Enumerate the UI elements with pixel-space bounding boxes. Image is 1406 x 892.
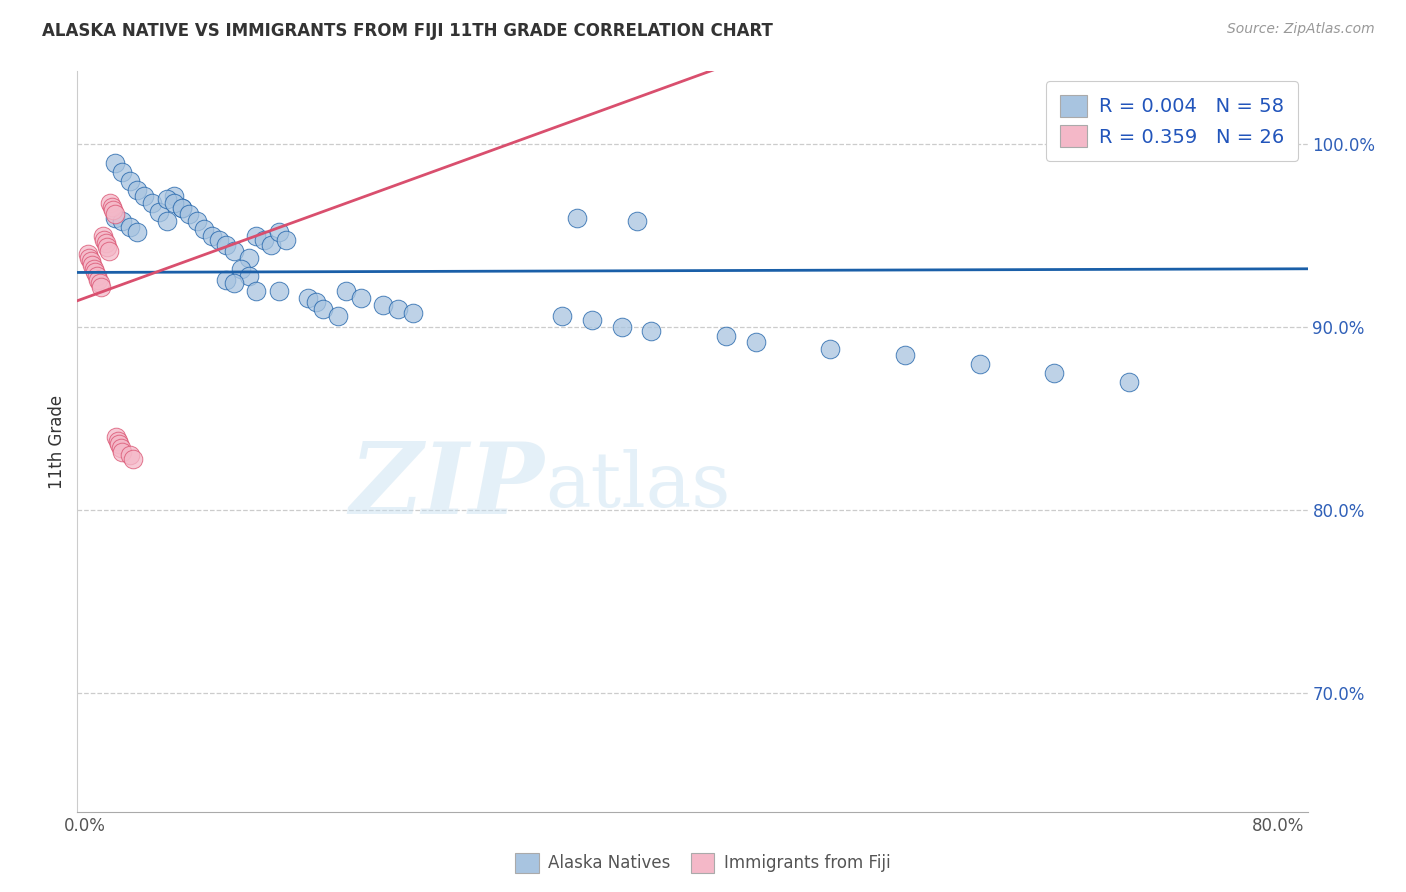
Point — [222, 244, 245, 258]
Point — [125, 225, 148, 239]
Point — [820, 343, 842, 357]
Legend: R = 0.004   N = 58, R = 0.359   N = 26: R = 0.004 N = 58, R = 0.359 N = 26 — [1046, 81, 1298, 161]
Text: ALASKA NATIVE VS IMMIGRANTS FROM FIJI 11TH GRADE CORRELATION CHART: ALASKA NATIVE VS IMMIGRANTS FROM FIJI 11… — [42, 22, 773, 40]
Point — [84, 265, 107, 279]
Point — [141, 196, 163, 211]
Text: ZIP: ZIP — [350, 438, 546, 534]
Point — [111, 444, 134, 458]
Point — [97, 244, 120, 258]
Point — [148, 205, 170, 219]
Point — [312, 301, 335, 316]
Point — [335, 284, 357, 298]
Point — [253, 233, 276, 247]
Point — [104, 207, 127, 221]
Point — [104, 155, 127, 169]
Point — [245, 228, 267, 243]
Point — [118, 219, 141, 234]
Text: atlas: atlas — [546, 449, 730, 523]
Point — [111, 214, 134, 228]
Point — [83, 261, 105, 276]
Point — [402, 306, 425, 320]
Point — [170, 202, 193, 216]
Point — [87, 273, 110, 287]
Y-axis label: 11th Grade: 11th Grade — [48, 394, 66, 489]
Point — [371, 298, 394, 312]
Point — [297, 291, 319, 305]
Point — [89, 277, 111, 291]
Point — [238, 251, 260, 265]
Point — [267, 225, 290, 239]
Legend: Alaska Natives, Immigrants from Fiji: Alaska Natives, Immigrants from Fiji — [509, 847, 897, 880]
Point — [125, 183, 148, 197]
Point — [267, 284, 290, 298]
Point — [894, 348, 917, 362]
Point — [110, 441, 132, 455]
Point — [108, 437, 131, 451]
Point — [156, 192, 179, 206]
Point — [163, 188, 186, 202]
Point — [193, 221, 215, 235]
Point — [98, 196, 121, 211]
Point — [91, 228, 114, 243]
Point — [328, 310, 350, 324]
Point — [94, 236, 117, 251]
Point — [745, 334, 768, 349]
Point — [156, 214, 179, 228]
Point — [1043, 366, 1066, 380]
Point — [581, 313, 603, 327]
Point — [1118, 375, 1140, 389]
Point — [100, 200, 122, 214]
Point — [118, 448, 141, 462]
Point — [640, 324, 662, 338]
Point — [96, 240, 118, 254]
Point — [104, 211, 127, 225]
Point — [118, 174, 141, 188]
Point — [186, 214, 208, 228]
Point — [260, 238, 283, 252]
Point — [107, 434, 129, 448]
Point — [163, 196, 186, 211]
Point — [626, 214, 648, 228]
Point — [170, 202, 193, 216]
Point — [350, 291, 373, 305]
Point — [179, 207, 201, 221]
Point — [274, 233, 297, 247]
Point — [215, 273, 238, 287]
Point — [565, 211, 588, 225]
Point — [101, 203, 124, 218]
Point — [121, 451, 143, 466]
Point — [387, 301, 409, 316]
Point — [90, 280, 112, 294]
Point — [215, 238, 238, 252]
Point — [77, 251, 100, 265]
Point — [222, 277, 245, 291]
Point — [134, 188, 156, 202]
Point — [80, 254, 103, 268]
Point — [200, 228, 222, 243]
Point — [245, 284, 267, 298]
Point — [86, 269, 108, 284]
Point — [82, 258, 104, 272]
Point — [208, 233, 231, 247]
Point — [238, 269, 260, 284]
Point — [969, 357, 991, 371]
Point — [714, 329, 737, 343]
Point — [105, 430, 128, 444]
Point — [551, 310, 574, 324]
Point — [93, 233, 115, 247]
Point — [76, 247, 98, 261]
Point — [305, 294, 328, 309]
Point — [111, 165, 134, 179]
Text: Source: ZipAtlas.com: Source: ZipAtlas.com — [1227, 22, 1375, 37]
Point — [610, 320, 633, 334]
Point — [231, 261, 253, 276]
